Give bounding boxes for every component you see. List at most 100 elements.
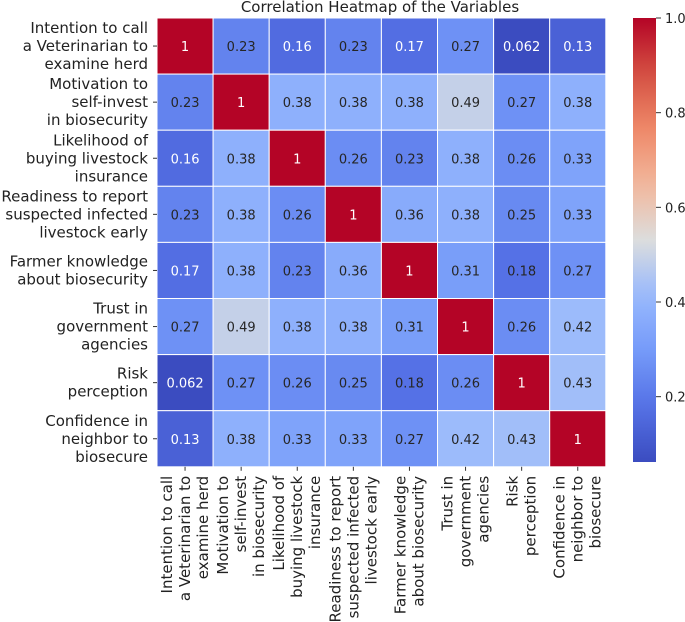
heatmap-cell (437, 129, 495, 187)
cell-value-label: 0.26 (507, 152, 536, 167)
cell-value-label: 0.43 (507, 433, 536, 448)
cell-value-label: 0.27 (171, 321, 200, 336)
heatmap-cell (324, 73, 382, 131)
column-label: Intention to call (158, 476, 176, 594)
cell-value-label: 0.36 (339, 264, 368, 279)
heatmap-cell (549, 17, 607, 75)
row-label: buying livestock (26, 149, 148, 167)
row-label: perception (68, 383, 148, 401)
cell-value-label: 0.33 (283, 433, 312, 448)
cell-value-label: 0.16 (283, 40, 312, 55)
heatmap-cell (268, 17, 326, 75)
cell-value-label: 0.062 (166, 377, 203, 392)
cell-value-label: 0.42 (451, 433, 480, 448)
cell-value-label: 0.13 (171, 433, 200, 448)
row-label: examine herd (45, 55, 148, 73)
cell-value-label: 0.49 (451, 96, 480, 111)
heatmap-cell (493, 185, 551, 243)
row-label: Risk (117, 365, 148, 383)
cell-value-label: 0.26 (283, 208, 312, 223)
colorbar-tick-label: 0.2 (665, 391, 685, 406)
row-label: Readiness to report (1, 187, 148, 205)
column-label: Farmer knowledge (391, 476, 409, 614)
column-label: self-invest (232, 476, 250, 553)
heatmap-cells: 1 0.23 0.16 0.23 0.17 0.27 0.062 0.13 0.23 1 0.38 0… (156, 17, 607, 468)
heatmap-cell (212, 73, 270, 131)
colorbar-tick-label: 0.4 (665, 296, 685, 311)
cell-value-label: 0.23 (395, 152, 424, 167)
cell-value-label: 0.38 (227, 264, 256, 279)
heatmap-cell (268, 354, 326, 412)
heatmap-cell (549, 73, 607, 131)
cell-value-label: 0.18 (507, 264, 536, 279)
cell-value-label: 0.38 (227, 433, 256, 448)
cell-value-label: 1 (574, 433, 582, 448)
heatmap-cell (268, 129, 326, 187)
cell-value-label: 0.26 (339, 152, 368, 167)
cell-value-label: 0.36 (395, 208, 424, 223)
cell-value-label: 0.38 (283, 321, 312, 336)
heatmap-cell (156, 354, 214, 412)
row-label: livestock early (39, 223, 148, 241)
colorbar-tick-label: 0.6 (665, 201, 685, 216)
column-label: in biosecurity (250, 476, 268, 577)
column-label: Readiness to report (326, 476, 344, 622)
column-label: buying livestock (288, 475, 306, 597)
cell-value-label: 0.42 (563, 321, 592, 336)
column-label: Trust in (439, 476, 457, 532)
cell-value-label: 0.38 (339, 96, 368, 111)
cell-value-label: 0.38 (283, 96, 312, 111)
heatmap-cell (380, 354, 438, 412)
row-label: Intention to call (30, 19, 148, 37)
colorbar-tick-label: 0.8 (665, 107, 685, 122)
cell-value-label: 0.33 (339, 433, 368, 448)
cell-value-label: 0.27 (563, 264, 592, 279)
column-label: suspected infected (344, 476, 362, 619)
row-label: Farmer knowledge (10, 252, 148, 270)
heatmap-cell (380, 410, 438, 468)
heatmap-cell (380, 241, 438, 299)
heatmap-cell (549, 129, 607, 187)
heatmap-cell (493, 354, 551, 412)
cell-value-label: 0.33 (563, 152, 592, 167)
row-label: suspected infected (5, 205, 148, 223)
heatmap-cell (549, 241, 607, 299)
cell-value-label: 0.49 (227, 321, 256, 336)
heatmap-cell (324, 129, 382, 187)
heatmap-cell (493, 241, 551, 299)
cell-value-label: 0.17 (171, 264, 200, 279)
cell-value-label: 0.25 (339, 377, 368, 392)
column-label: neighbor to (569, 476, 587, 563)
cell-value-label: 1 (349, 208, 357, 223)
cell-value-label: 0.23 (171, 208, 200, 223)
cell-value-label: 0.38 (395, 96, 424, 111)
cell-value-label: 0.27 (507, 96, 536, 111)
heatmap-cell (380, 185, 438, 243)
cell-value-label: 0.26 (283, 377, 312, 392)
colorbar-gradient (633, 18, 656, 462)
column-label: Motivation to (214, 476, 232, 575)
cell-value-label: 0.38 (339, 321, 368, 336)
heatmap-cell (437, 73, 495, 131)
heatmap-cell (437, 17, 495, 75)
row-label: Motivation to (49, 75, 148, 93)
cell-value-label: 0.23 (283, 264, 312, 279)
cell-value-label: 0.17 (395, 40, 424, 55)
cell-value-label: 1 (237, 96, 245, 111)
heatmap-cell (268, 298, 326, 356)
column-label: examine herd (194, 476, 212, 579)
cell-value-label: 0.31 (451, 264, 480, 279)
cell-value-label: 0.26 (451, 377, 480, 392)
cell-value-label: 0.25 (507, 208, 536, 223)
row-label: Trust in (92, 300, 148, 318)
cell-value-label: 0.38 (451, 208, 480, 223)
cell-value-label: 0.26 (507, 321, 536, 336)
column-label: a Veterinarian to (176, 476, 194, 601)
heatmap-cell (493, 298, 551, 356)
column-label: agencies (475, 476, 493, 543)
heatmap-cell (156, 17, 214, 75)
heatmap-cell (549, 354, 607, 412)
row-label: agencies (81, 336, 148, 354)
